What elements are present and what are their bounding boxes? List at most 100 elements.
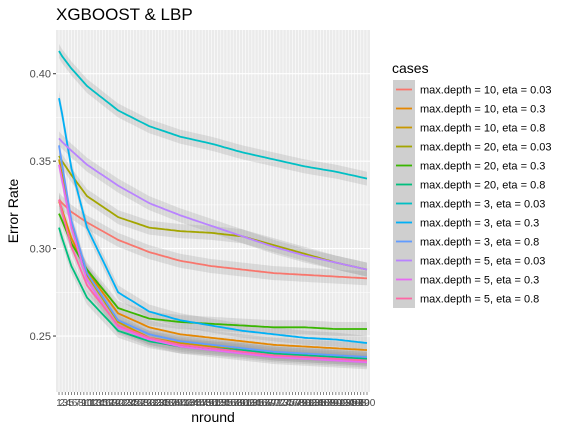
legend-title: cases [392, 60, 429, 76]
x-tick-label: 88 [324, 398, 336, 409]
legend-label-9: max.depth = 5, eta = 0.03 [420, 256, 545, 268]
x-tick-label: 93 [340, 398, 352, 409]
x-tick-label: 12 [88, 398, 100, 409]
x-tick-label: 13 [91, 398, 103, 409]
x-tick-label: 64 [249, 398, 261, 409]
x-tick-label: 80 [299, 398, 311, 409]
x-tick-label: 37 [165, 398, 177, 409]
x-axis-ticks: 1234567891011121314151617181920212223242… [56, 392, 376, 409]
x-tick-label: 31 [147, 398, 159, 409]
x-tick-label: 74 [281, 398, 293, 409]
x-tick-label: 25 [128, 398, 140, 409]
chart-title: XGBOOST & LBP [56, 5, 193, 24]
x-tick-label: 96 [349, 398, 361, 409]
x-tick-label: 33 [153, 398, 165, 409]
x-tick-label: 43 [184, 398, 196, 409]
x-tick-label: 70 [268, 398, 280, 409]
y-tick-label: 0.40 [30, 69, 51, 81]
x-tick-label: 41 [178, 398, 190, 409]
x-tick-label: 26 [131, 398, 143, 409]
x-tick-label: 99 [358, 398, 370, 409]
x-tick-label: 47 [197, 398, 209, 409]
series-line-9 [58, 137, 368, 271]
y-axis-title: Error Rate [5, 179, 21, 244]
x-tick-label: 79 [296, 398, 308, 409]
x-tick-label: 77 [290, 398, 302, 409]
x-tick-label: 10 [81, 398, 93, 409]
x-tick-label: 94 [343, 398, 355, 409]
x-tick-label: 83 [309, 398, 321, 409]
y-axis-ticks: 0.25 0.30 0.35 0.40 [30, 69, 56, 343]
confidence-band-3 [59, 148, 367, 277]
y-tick-label: 0.30 [30, 244, 51, 256]
x-tick-label: 4 [66, 398, 72, 409]
x-tick-label: 92 [337, 398, 349, 409]
x-tick-label: 56 [225, 398, 237, 409]
x-tick-label: 51 [209, 398, 221, 409]
x-tick-label: 17 [103, 398, 115, 409]
legend-label-5: max.depth = 20, eta = 0.8 [420, 180, 545, 192]
confidence-band-1 [59, 194, 367, 357]
x-tick-label: 45 [190, 398, 202, 409]
x-tick-label: 16 [100, 398, 112, 409]
x-tick-label: 19 [109, 398, 121, 409]
x-tick-label: 61 [240, 398, 252, 409]
x-tick-label: 100 [359, 398, 376, 409]
x-tick-label: 54 [218, 398, 230, 409]
x-tick-label: 72 [274, 398, 286, 409]
legend-label-10: max.depth = 5, eta = 0.3 [420, 275, 539, 287]
x-tick-label: 28 [137, 398, 149, 409]
legend-items: max.depth = 10, eta = 0.03 max.depth = 10… [393, 80, 551, 308]
series-lines [58, 50, 368, 364]
x-tick-label: 30 [144, 398, 156, 409]
x-tick-label: 86 [318, 398, 330, 409]
x-tick-label: 67 [259, 398, 271, 409]
x-tick-label: 62 [243, 398, 255, 409]
series-line-6 [58, 50, 368, 180]
grid-lines [56, 30, 370, 392]
y-tick-label: 0.25 [30, 331, 51, 343]
x-tick-label: 20 [113, 398, 125, 409]
x-tick-label: 42 [181, 398, 193, 409]
x-tick-label: 71 [271, 398, 283, 409]
x-tick-label: 59 [234, 398, 246, 409]
x-tick-label: 58 [231, 398, 243, 409]
x-tick-label: 23 [122, 398, 134, 409]
x-tick-label: 98 [355, 398, 367, 409]
series-line-0 [58, 199, 368, 280]
x-tick-label: 84 [312, 398, 324, 409]
confidence-band-4 [59, 206, 367, 336]
x-tick-label: 55 [221, 398, 233, 409]
x-tick-label: 63 [246, 398, 258, 409]
x-tick-label: 39 [172, 398, 184, 409]
x-axis-title: nround [191, 409, 235, 425]
x-tick-label: 32 [150, 398, 162, 409]
legend-label-6: max.depth = 3, eta = 0.03 [420, 199, 545, 211]
x-tick-label: 90 [330, 398, 342, 409]
x-tick-label: 11 [85, 398, 96, 409]
x-tick-label: 1 [56, 398, 62, 409]
x-tick-label: 14 [94, 398, 106, 409]
x-tick-label: 9 [81, 398, 87, 409]
x-tick-label: 49 [203, 398, 215, 409]
legend-label-2: max.depth = 10, eta = 0.8 [420, 123, 545, 135]
x-tick-label: 81 [302, 398, 314, 409]
x-tick-label: 73 [277, 398, 289, 409]
series-line-4 [58, 213, 367, 330]
series-line-3 [58, 155, 368, 271]
legend-label-8: max.depth = 3, eta = 0.8 [420, 237, 539, 249]
legend-label-11: max.depth = 5, eta = 0.8 [420, 294, 539, 306]
x-tick-label: 57 [228, 398, 240, 409]
legend-label-3: max.depth = 20, eta = 0.03 [420, 142, 551, 154]
x-tick-label: 8 [78, 398, 84, 409]
x-tick-label: 89 [327, 398, 339, 409]
x-tick-label: 34 [156, 398, 168, 409]
x-tick-label: 60 [237, 398, 249, 409]
x-tick-label: 35 [159, 398, 171, 409]
series-line-11 [58, 199, 368, 362]
x-tick-label: 22 [119, 398, 131, 409]
x-tick-label: 40 [175, 398, 187, 409]
x-tick-label: 69 [265, 398, 277, 409]
y-tick-label: 0.35 [30, 156, 51, 168]
